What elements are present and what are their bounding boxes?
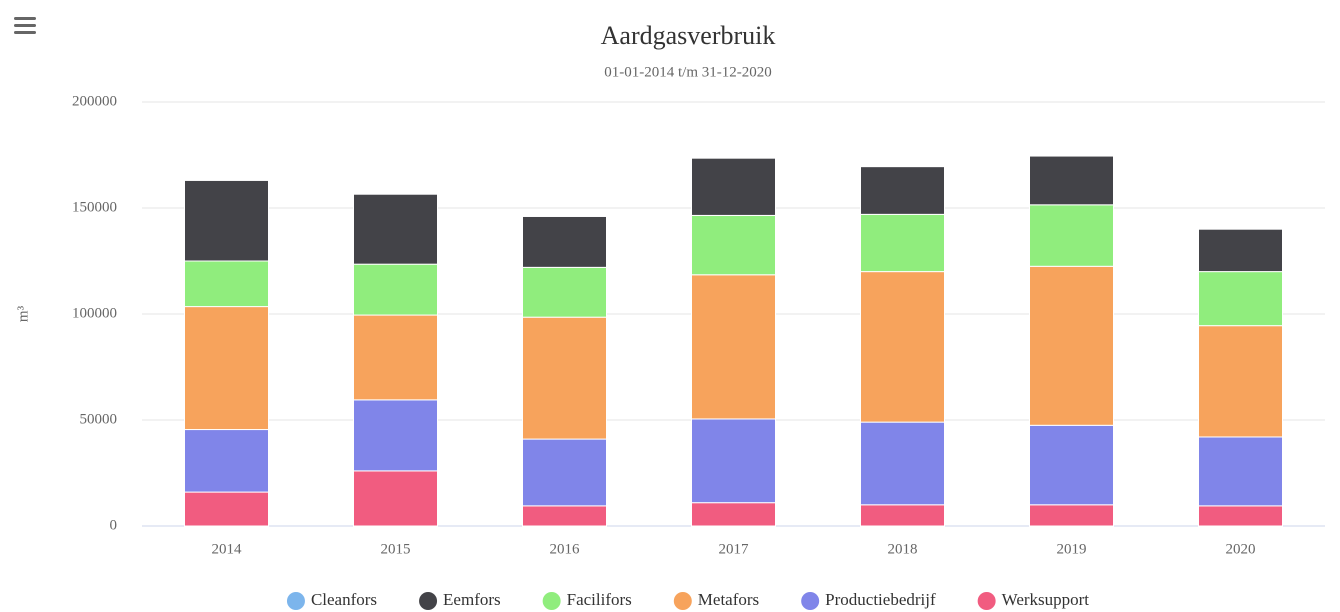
legend-marker — [801, 592, 820, 610]
legend-marker — [542, 592, 561, 610]
legend-label: Metafors — [698, 590, 759, 609]
menu-button[interactable] — [14, 17, 36, 34]
chart-subtitle: 01-01-2014 t/m 31-12-2020 — [604, 64, 771, 80]
legend-marker — [419, 592, 438, 610]
legend-item[interactable]: Eemfors — [419, 590, 501, 610]
legend-label: Werksupport — [1002, 590, 1090, 609]
bar-segment — [691, 418, 776, 504]
legend-label: Eemfors — [443, 590, 501, 609]
bar-segment — [1029, 424, 1114, 506]
x-tick-label: 2018 — [888, 541, 918, 557]
bar-segment — [353, 399, 438, 472]
legend-label: Cleanfors — [311, 590, 377, 609]
bar-segment — [184, 491, 269, 527]
legend-marker — [977, 592, 996, 610]
legend-item[interactable]: Metafors — [673, 590, 759, 610]
legend-marker — [673, 592, 692, 610]
bar-segment — [522, 215, 607, 268]
bar-segment — [184, 429, 269, 493]
bar-segment — [353, 314, 438, 401]
x-tick-label: 2015 — [381, 541, 411, 557]
bar-segment — [184, 260, 269, 308]
x-tick-label: 2016 — [550, 541, 581, 557]
y-tick-label: 200000 — [72, 93, 117, 109]
legend-item[interactable]: Productiebedrijf — [801, 590, 936, 610]
bar-segment — [1198, 228, 1283, 273]
bar-segment — [184, 179, 269, 262]
bar-segment — [522, 438, 607, 507]
legend-label: Facilifors — [567, 590, 632, 609]
bar-segment — [860, 421, 945, 506]
x-tick-label: 2014 — [212, 541, 243, 557]
menu-bar — [14, 31, 36, 34]
bar-segment — [1029, 155, 1114, 206]
legend-item[interactable]: Facilifors — [542, 590, 632, 610]
chart-title: Aardgasverbruik — [601, 21, 776, 50]
x-tick-label: 2019 — [1057, 541, 1087, 557]
bar-segment — [1198, 325, 1283, 438]
menu-bar — [14, 17, 36, 20]
x-tick-label: 2017 — [719, 541, 750, 557]
bar-segment — [522, 266, 607, 318]
bar-segment — [860, 213, 945, 273]
bar-segment — [522, 316, 607, 440]
legend-marker — [286, 592, 305, 610]
y-tick-label: 100000 — [72, 305, 117, 321]
bar-segment — [1029, 504, 1114, 527]
bar-segment — [522, 505, 607, 527]
bar-segment — [691, 157, 776, 216]
y-tick-label: 50000 — [80, 411, 118, 427]
legend-item[interactable]: Cleanfors — [286, 590, 377, 610]
bar-segment — [1198, 271, 1283, 327]
bar-segment — [353, 470, 438, 527]
bar-segment — [691, 214, 776, 276]
bar-segment — [691, 502, 776, 527]
menu-bar — [14, 24, 36, 27]
bar-segment — [1198, 436, 1283, 507]
bar-segment — [691, 274, 776, 420]
y-tick-label: 150000 — [72, 199, 117, 215]
bar-segment — [184, 306, 269, 431]
y-tick-label: 0 — [110, 517, 118, 533]
x-tick-label: 2020 — [1226, 541, 1256, 557]
legend-item[interactable]: Werksupport — [977, 590, 1090, 610]
bar-segment — [860, 166, 945, 215]
bar-segment — [1198, 505, 1283, 527]
bar-segment — [860, 271, 945, 423]
bar-segment — [1029, 204, 1114, 267]
bar-segment — [860, 504, 945, 527]
bar-segment — [353, 263, 438, 316]
bar-segment — [353, 193, 438, 265]
bar-segment — [1029, 265, 1114, 426]
legend-label: Productiebedrijf — [825, 590, 936, 609]
y-axis-label: m³ — [15, 305, 31, 322]
